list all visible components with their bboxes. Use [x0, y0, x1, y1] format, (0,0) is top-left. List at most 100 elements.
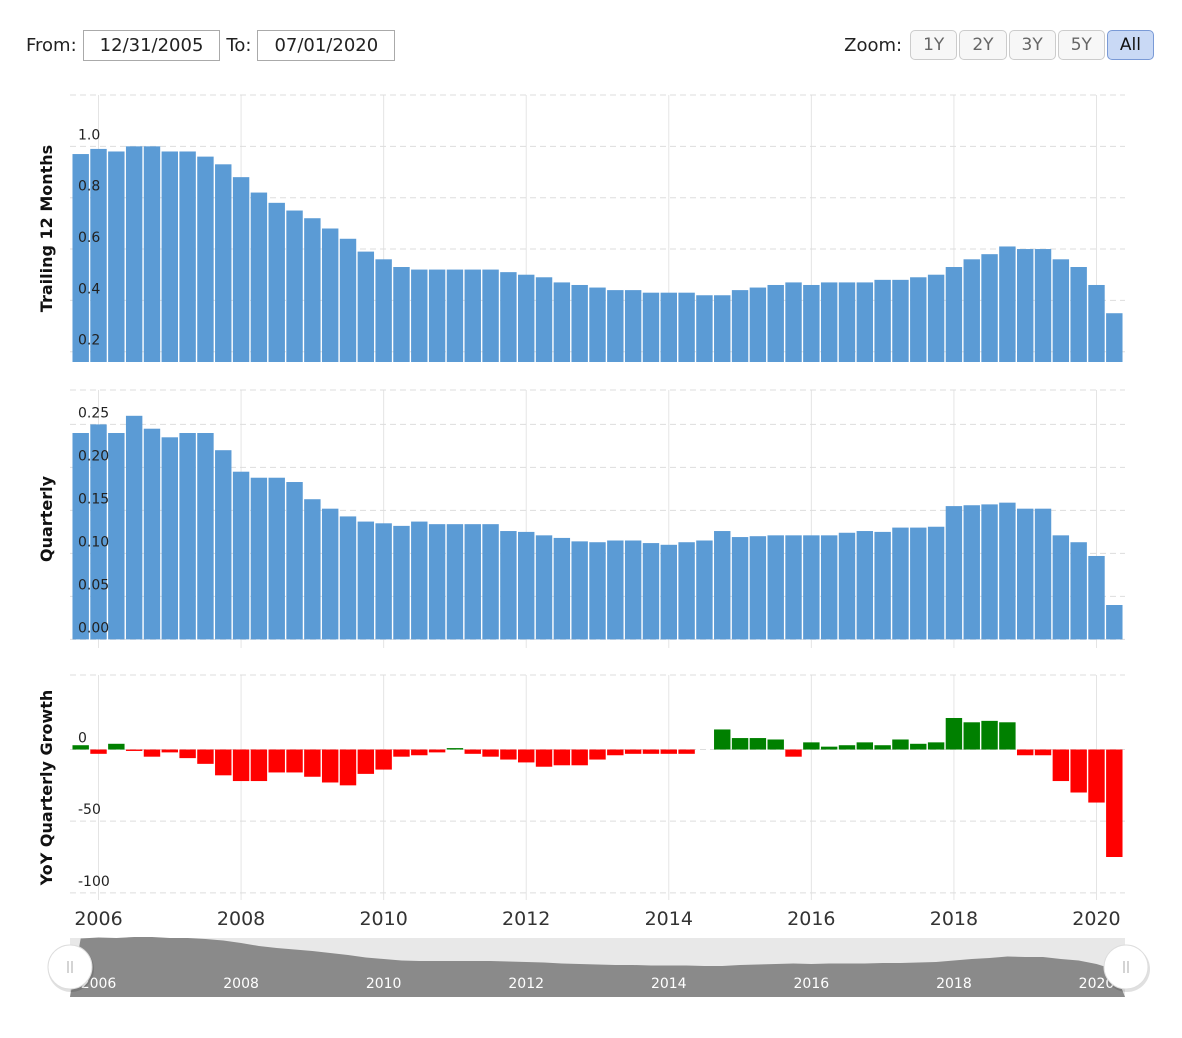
zoom-button[interactable]: All [1106, 30, 1154, 60]
bar [874, 531, 891, 640]
bar [1088, 555, 1105, 640]
bar [999, 246, 1016, 362]
bar [464, 749, 481, 754]
zoom-button[interactable]: 1Y [910, 30, 958, 60]
bar [215, 164, 232, 362]
bar [375, 749, 392, 770]
y-tick-label: 0.15 [78, 491, 109, 507]
bar [571, 541, 588, 640]
x-tick-label: 2008 [217, 908, 265, 930]
bar [1034, 508, 1052, 640]
bar [642, 749, 660, 754]
navigator-handle[interactable] [47, 944, 93, 990]
bar [1106, 313, 1123, 362]
bar [125, 146, 143, 362]
bar [820, 746, 838, 750]
x-tick-label: 2016 [787, 908, 835, 930]
bar [1034, 249, 1052, 362]
bar [143, 749, 161, 757]
bar [1088, 749, 1105, 803]
bar [945, 267, 963, 362]
zoom-button[interactable]: 5Y [1057, 30, 1105, 60]
bar [910, 277, 927, 362]
bar [981, 720, 998, 750]
bar [161, 749, 179, 753]
bar [927, 742, 945, 750]
navigator-label: 2010 [366, 976, 402, 992]
bar [803, 284, 820, 362]
bar [179, 151, 196, 362]
bar [90, 424, 107, 640]
bar [892, 739, 909, 750]
bar [1088, 284, 1105, 362]
bar [624, 540, 642, 640]
navigator-handle[interactable] [1103, 944, 1149, 990]
bar [589, 542, 606, 640]
y-axis-title: Trailing 12 Months [37, 145, 56, 312]
bar [304, 499, 321, 640]
bar [678, 542, 695, 640]
to-input[interactable]: 07/01/2020 [257, 30, 396, 61]
bar [1052, 259, 1070, 362]
bar [357, 521, 375, 640]
bar [286, 482, 303, 640]
bar [464, 269, 481, 362]
bar [785, 749, 802, 757]
zoom-button[interactable]: 2Y [959, 30, 1007, 60]
bar [910, 527, 927, 640]
bar [357, 749, 375, 774]
bar [589, 287, 606, 362]
bar [838, 282, 856, 362]
zoom-button[interactable]: 3Y [1008, 30, 1056, 60]
bar [179, 433, 196, 640]
navigator-label: 2020 [1079, 976, 1115, 992]
bar [1052, 749, 1070, 782]
bar [428, 749, 446, 753]
bar [999, 502, 1016, 640]
bar [535, 749, 553, 767]
x-tick-label: 2010 [359, 908, 407, 930]
y-tick-label: -50 [78, 802, 101, 818]
bar [1070, 542, 1087, 640]
bar [1106, 749, 1123, 858]
bar [553, 749, 571, 766]
navigator-area [70, 937, 1125, 997]
bar [767, 284, 784, 362]
bar [304, 749, 321, 777]
bar [446, 524, 464, 640]
bar [393, 749, 410, 757]
y-tick-label: 0.8 [78, 179, 100, 195]
bar [90, 148, 107, 362]
bar [981, 254, 998, 362]
bar [411, 749, 428, 756]
bar [339, 749, 357, 786]
from-input[interactable]: 12/31/2005 [82, 30, 221, 61]
navigator-label: 2018 [936, 976, 972, 992]
bar [1070, 267, 1087, 362]
bar [108, 151, 125, 362]
bar [624, 290, 642, 362]
bar [375, 259, 392, 362]
bar [535, 535, 553, 640]
bar [660, 292, 677, 362]
bar [1034, 749, 1052, 756]
bar [108, 743, 125, 750]
bar [232, 749, 250, 782]
date-range: From: 12/31/2005 To: 07/01/2020 [26, 30, 396, 61]
bar [749, 738, 767, 750]
bar [268, 202, 285, 362]
bar [589, 749, 606, 760]
bar [660, 749, 677, 754]
from-label: From: [26, 35, 77, 56]
bar [607, 290, 624, 362]
bar [945, 717, 963, 750]
bar [696, 295, 713, 362]
bar [767, 739, 784, 750]
bar [411, 521, 428, 640]
bar [72, 154, 89, 362]
bar [696, 540, 713, 640]
navigator-label: 2016 [794, 976, 830, 992]
bar [482, 749, 499, 757]
bar [482, 269, 499, 362]
bar [714, 295, 731, 362]
